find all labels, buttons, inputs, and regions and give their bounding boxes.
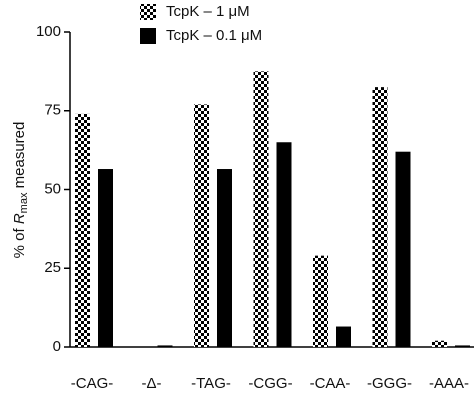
bar <box>157 345 173 347</box>
bar <box>372 87 388 347</box>
x-tick-label: -CAG- <box>71 375 114 392</box>
legend-swatch <box>140 4 156 20</box>
bar <box>336 326 351 347</box>
bar <box>395 151 411 347</box>
x-tick-label: -TAG- <box>191 375 231 392</box>
x-tick-label: -AAA- <box>429 375 469 392</box>
bar <box>276 142 292 347</box>
legend-label: TcpK – 0.1 μM <box>166 27 262 44</box>
bar <box>217 169 232 347</box>
x-tick-label: -CGG- <box>248 375 292 392</box>
y-axis-label: % of Rmax measured <box>11 122 30 259</box>
bar <box>194 104 209 347</box>
x-tick-label: -GGG- <box>367 375 412 392</box>
y-tick-label: 100 <box>36 23 61 40</box>
bar <box>253 71 269 347</box>
y-tick-label: 25 <box>44 259 61 276</box>
bar <box>98 169 113 347</box>
bar <box>313 255 328 347</box>
y-tick-label: 0 <box>53 338 61 355</box>
bar <box>75 113 90 348</box>
bar <box>432 340 447 347</box>
legend-label: TcpK – 1 μM <box>166 3 250 20</box>
bar <box>455 345 470 347</box>
y-tick-label: 50 <box>44 180 61 197</box>
legend-swatch <box>140 28 156 44</box>
x-tick-label: -CAA- <box>310 375 351 392</box>
y-tick-label: 75 <box>44 102 61 119</box>
x-tick-label: -Δ- <box>141 375 161 392</box>
